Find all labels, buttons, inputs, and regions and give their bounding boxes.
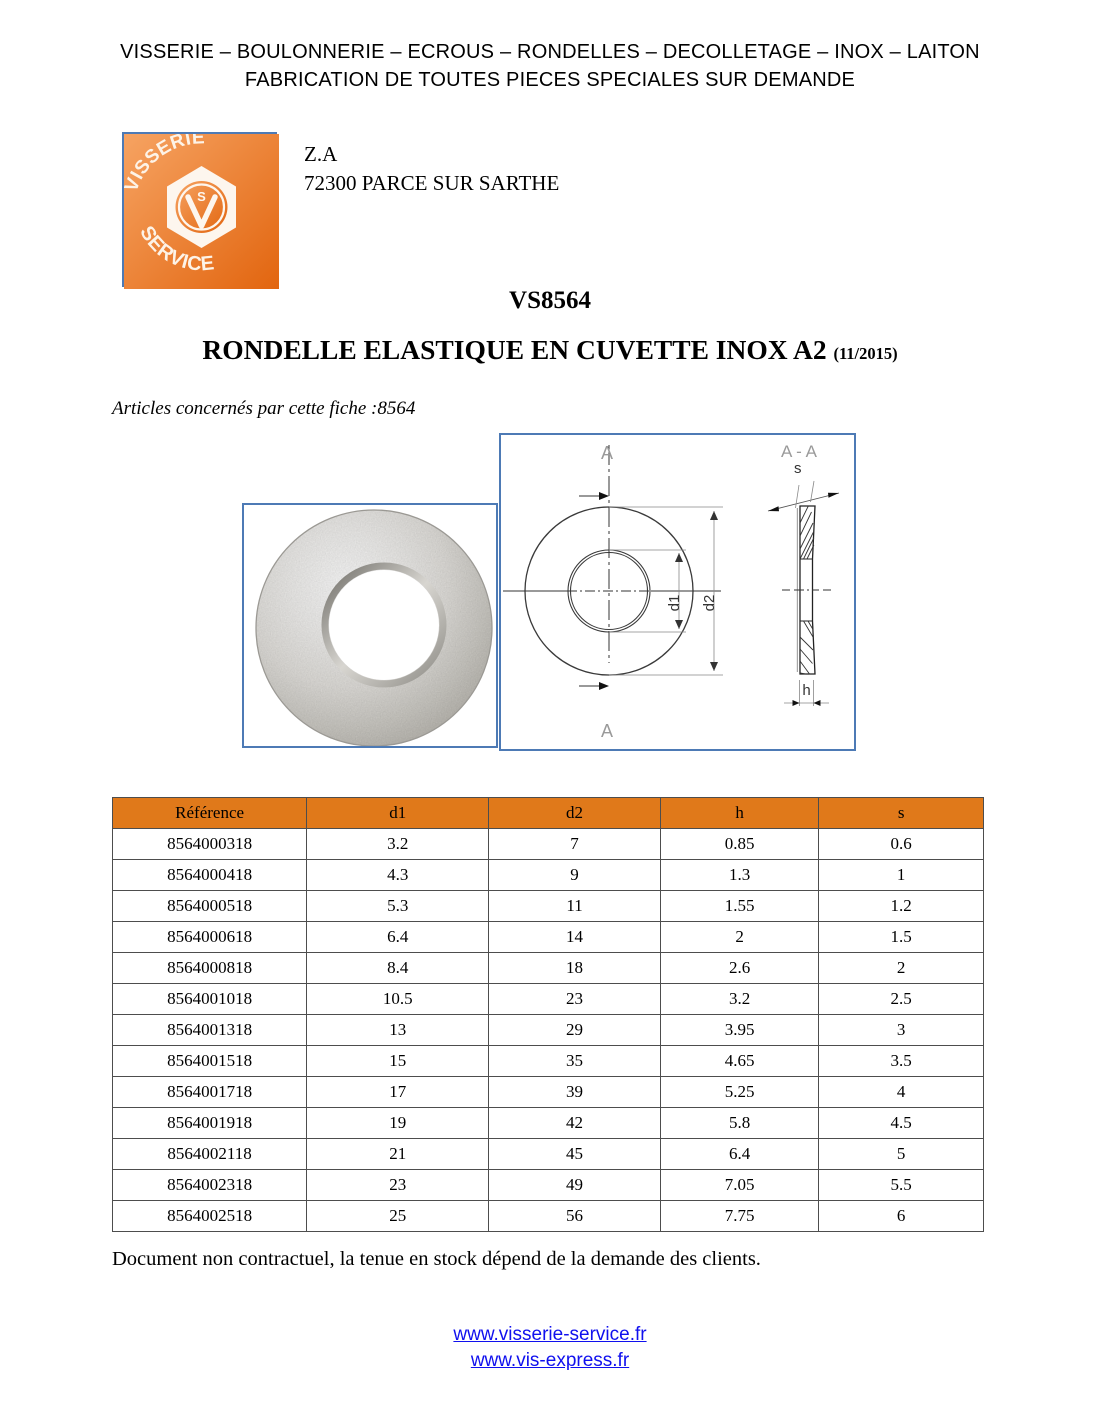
svg-text:s: s bbox=[794, 460, 802, 477]
svg-text:A: A bbox=[601, 443, 613, 463]
svg-text:A - A: A - A bbox=[781, 442, 818, 461]
svg-text:d2: d2 bbox=[701, 595, 718, 612]
svg-text:A: A bbox=[601, 721, 613, 741]
svg-text:S: S bbox=[197, 189, 206, 204]
svg-text:d1: d1 bbox=[666, 595, 683, 612]
svg-text:h: h bbox=[802, 682, 810, 699]
